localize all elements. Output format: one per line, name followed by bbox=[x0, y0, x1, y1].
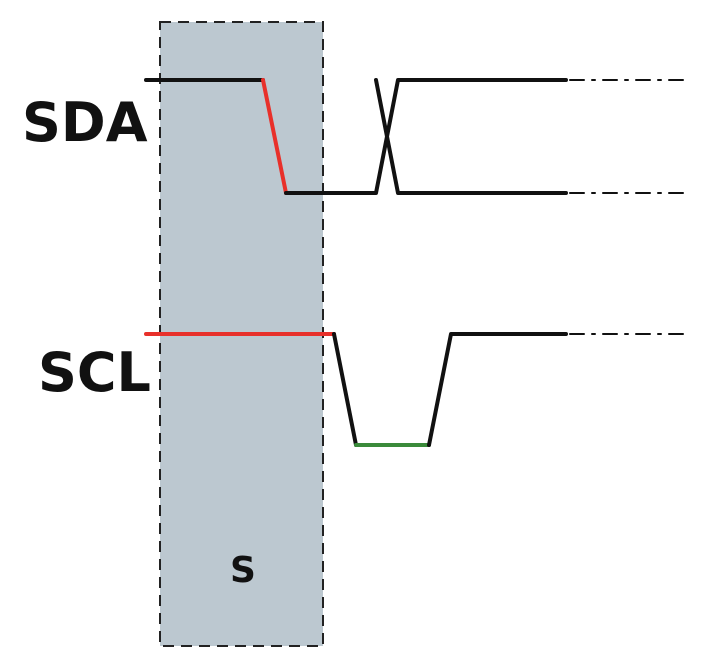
start-condition-label: S bbox=[230, 550, 256, 591]
sda-crossover-segment bbox=[374, 78, 568, 195]
sda-waveform bbox=[144, 78, 691, 195]
scl-falling-edge bbox=[332, 332, 358, 447]
scl-label: SCL bbox=[38, 341, 151, 404]
sda-falling-edge bbox=[261, 78, 288, 195]
sda-low-segment bbox=[284, 78, 568, 195]
sda-label: SDA bbox=[22, 91, 148, 154]
scl-rising-edge bbox=[427, 332, 568, 447]
scl-waveform bbox=[144, 332, 691, 447]
